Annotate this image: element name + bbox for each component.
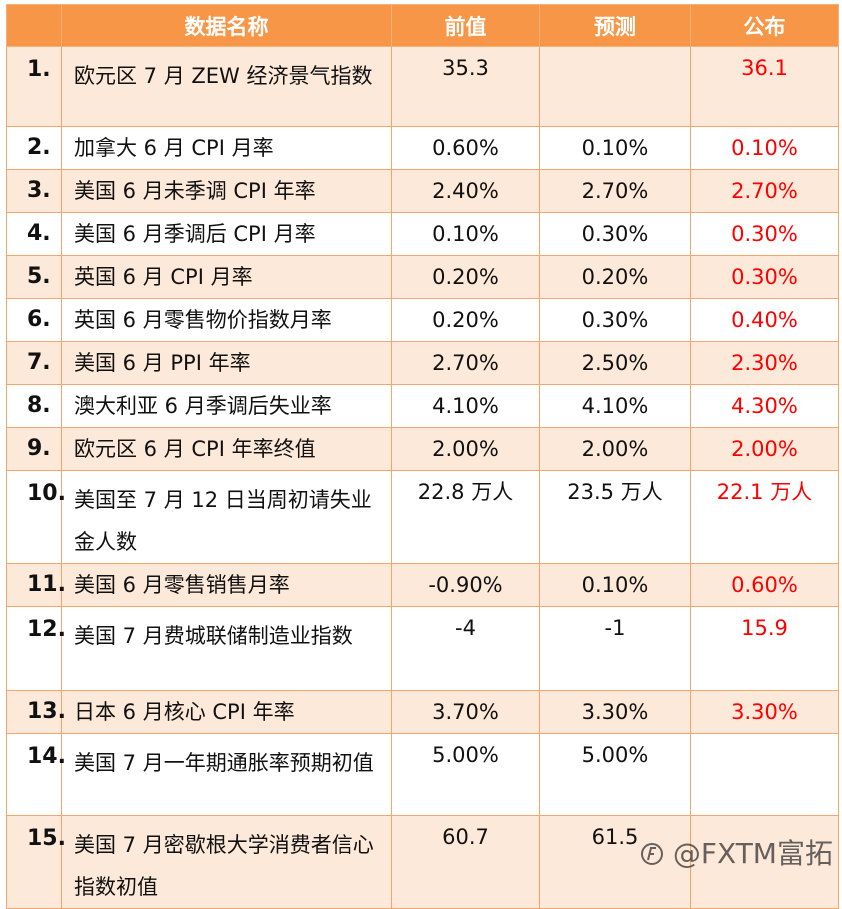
row-forecast: 23.5 万人 <box>539 470 691 564</box>
table-row: 7. 美国 6 月 PPI 年率 2.70% 2.50% 2.30% <box>6 341 839 385</box>
row-number: 6. <box>6 298 62 342</box>
row-name: 美国 6 月未季调 CPI 年率 <box>61 169 392 213</box>
row-prev: 2.70% <box>391 341 540 385</box>
row-number: 5. <box>6 255 62 299</box>
row-name: 英国 6 月零售物价指数月率 <box>61 298 392 342</box>
row-number: 10. <box>6 470 66 564</box>
row-number: 15. <box>6 815 66 909</box>
row-prev: 0.10% <box>391 212 540 256</box>
row-forecast: 4.10% <box>539 384 691 428</box>
row-forecast <box>539 46 691 127</box>
row-prev: -4 <box>391 606 540 691</box>
row-prev: 0.60% <box>391 126 540 170</box>
row-forecast: 0.30% <box>539 212 691 256</box>
row-name: 美国 6 月零售销售月率 <box>61 563 392 607</box>
row-prev: 22.8 万人 <box>391 470 540 564</box>
row-forecast: 0.30% <box>539 298 691 342</box>
table-row: 6. 英国 6 月零售物价指数月率 0.20% 0.30% 0.40% <box>6 298 839 342</box>
table-row: 13. 日本 6 月核心 CPI 年率 3.70% 3.30% 3.30% <box>6 690 839 734</box>
header-forecast: 预测 <box>539 4 691 47</box>
table-row: 8. 澳大利亚 6 月季调后失业率 4.10% 4.10% 4.30% <box>6 384 839 428</box>
table-row: 9. 欧元区 6 月 CPI 年率终值 2.00% 2.00% 2.00% <box>6 427 839 471</box>
row-prev: 4.10% <box>391 384 540 428</box>
table-row: 12. 美国 7 月费城联储制造业指数 -4 -1 15.9 <box>6 606 839 691</box>
row-prev: -0.90% <box>391 563 540 607</box>
row-forecast: 3.30% <box>539 690 691 734</box>
row-forecast: 0.10% <box>539 126 691 170</box>
row-published <box>690 733 839 816</box>
row-name: 加拿大 6 月 CPI 月率 <box>61 126 392 170</box>
header-number <box>6 4 62 47</box>
row-prev: 2.00% <box>391 427 540 471</box>
table-row: 3. 美国 6 月未季调 CPI 年率 2.40% 2.70% 2.70% <box>6 169 839 213</box>
header-published: 公布 <box>690 4 839 47</box>
row-published: 0.10% <box>690 126 839 170</box>
row-forecast: 2.50% <box>539 341 691 385</box>
row-name: 美国 7 月一年期通胀率预期初值 <box>61 733 392 816</box>
table-row: 11. 美国 6 月零售销售月率 -0.90% 0.10% 0.60% <box>6 563 839 607</box>
row-number: 11. <box>6 563 66 607</box>
row-forecast: -1 <box>539 606 691 691</box>
row-number: 13. <box>6 690 66 734</box>
row-published: 36.1 <box>690 46 839 127</box>
row-published: 0.30% <box>690 212 839 256</box>
row-number: 2. <box>6 126 62 170</box>
watermark-text: @FXTM富拓 <box>672 837 833 870</box>
row-number: 4. <box>6 212 62 256</box>
row-name: 美国 6 月季调后 CPI 月率 <box>61 212 392 256</box>
table-header-row: 数据名称 前值 预测 公布 <box>6 4 839 47</box>
row-published: 0.30% <box>690 255 839 299</box>
row-published: 15.9 <box>690 606 839 691</box>
table-row: 15. 美国 7 月密歇根大学消费者信心指数初值 60.7 61.5 <box>6 815 839 909</box>
row-published: 2.70% <box>690 169 839 213</box>
row-published: 3.30% <box>690 690 839 734</box>
table-row: 10. 美国至 7 月 12 日当周初请失业金人数 22.8 万人 23.5 万… <box>6 470 839 564</box>
row-forecast: 2.70% <box>539 169 691 213</box>
row-forecast: 5.00% <box>539 733 691 816</box>
table-row: 1. 欧元区 7 月 ZEW 经济景气指数 35.3 36.1 <box>6 46 839 127</box>
row-name: 澳大利亚 6 月季调后失业率 <box>61 384 392 428</box>
row-number: 9. <box>6 427 62 471</box>
row-forecast: 2.00% <box>539 427 691 471</box>
row-number: 7. <box>6 341 62 385</box>
row-prev: 0.20% <box>391 255 540 299</box>
row-number: 3. <box>6 169 62 213</box>
row-number: 14. <box>6 733 66 816</box>
row-name: 欧元区 6 月 CPI 年率终值 <box>61 427 392 471</box>
row-name: 美国 7 月密歇根大学消费者信心指数初值 <box>61 815 392 909</box>
table-row: 2. 加拿大 6 月 CPI 月率 0.60% 0.10% 0.10% <box>6 126 839 170</box>
economic-data-table: 数据名称 前值 预测 公布 1. 欧元区 7 月 ZEW 经济景气指数 35.3… <box>6 4 839 909</box>
header-name: 数据名称 <box>61 4 392 47</box>
row-number: 8. <box>6 384 62 428</box>
row-prev: 5.00% <box>391 733 540 816</box>
row-prev: 0.20% <box>391 298 540 342</box>
row-prev: 60.7 <box>391 815 540 909</box>
row-prev: 3.70% <box>391 690 540 734</box>
table-row: 4. 美国 6 月季调后 CPI 月率 0.10% 0.30% 0.30% <box>6 212 839 256</box>
row-published <box>690 815 839 909</box>
fxtm-logo-icon <box>641 843 663 865</box>
fxtm-watermark: @FXTM富拓 <box>640 832 833 872</box>
header-prev: 前值 <box>391 4 540 47</box>
row-prev: 2.40% <box>391 169 540 213</box>
row-name: 欧元区 7 月 ZEW 经济景气指数 <box>61 46 392 127</box>
row-forecast: 0.20% <box>539 255 691 299</box>
row-number: 1. <box>6 46 62 127</box>
row-published: 0.60% <box>690 563 839 607</box>
row-number: 12. <box>6 606 66 691</box>
row-published: 2.30% <box>690 341 839 385</box>
row-published: 0.40% <box>690 298 839 342</box>
row-name: 美国 6 月 PPI 年率 <box>61 341 392 385</box>
table-row: 14. 美国 7 月一年期通胀率预期初值 5.00% 5.00% <box>6 733 839 816</box>
row-name: 英国 6 月 CPI 月率 <box>61 255 392 299</box>
row-published: 4.30% <box>690 384 839 428</box>
row-name: 日本 6 月核心 CPI 年率 <box>61 690 392 734</box>
row-published: 22.1 万人 <box>690 470 839 564</box>
row-name: 美国至 7 月 12 日当周初请失业金人数 <box>61 470 392 564</box>
table-row: 5. 英国 6 月 CPI 月率 0.20% 0.20% 0.30% <box>6 255 839 299</box>
row-prev: 35.3 <box>391 46 540 127</box>
row-name: 美国 7 月费城联储制造业指数 <box>61 606 392 691</box>
row-forecast: 0.10% <box>539 563 691 607</box>
row-published: 2.00% <box>690 427 839 471</box>
